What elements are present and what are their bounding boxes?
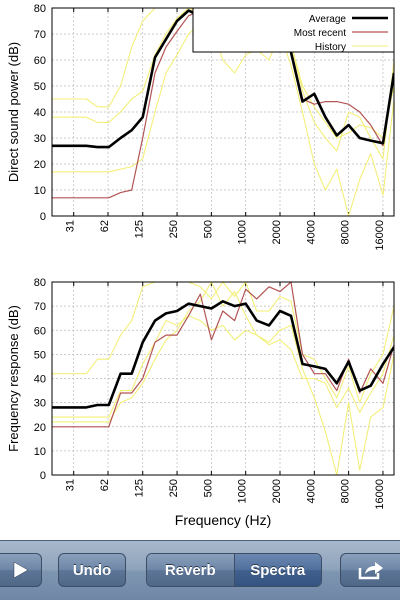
legend: Average Most recent History xyxy=(192,7,395,53)
x-tick-label: 4000 xyxy=(305,479,317,503)
tab-spectra[interactable]: Spectra xyxy=(234,554,321,586)
y-tick-label: 70 xyxy=(34,301,46,313)
series-line-most-recent xyxy=(52,282,394,428)
y-axis-label: Frequency response (dB) xyxy=(6,305,21,452)
series-line-history xyxy=(52,8,394,216)
y-tick-label: 30 xyxy=(34,398,46,410)
legend-label: Average xyxy=(309,14,347,25)
x-tick-label: 2000 xyxy=(271,220,283,244)
x-tick-label: 62 xyxy=(99,479,111,491)
y-tick-label: 80 xyxy=(34,277,46,289)
y-tick-label: 0 xyxy=(40,470,46,482)
y-tick-label: 80 xyxy=(34,3,46,15)
segment-divider xyxy=(233,554,235,586)
plot-frame xyxy=(51,281,395,476)
series-line-history xyxy=(52,282,394,404)
y-tick-label: 60 xyxy=(34,55,46,67)
x-tick-label: 31 xyxy=(65,220,77,232)
x-tick-label: 62 xyxy=(99,220,111,232)
legend-label: Most recent xyxy=(294,28,346,39)
legend-label: History xyxy=(315,42,346,53)
x-axis-label: Frequency (Hz) xyxy=(175,512,271,528)
x-tick-label: 8000 xyxy=(340,220,352,244)
x-tick-label: 4000 xyxy=(305,220,317,244)
play-icon xyxy=(13,561,29,579)
y-tick-label: 10 xyxy=(34,185,46,197)
play-button[interactable] xyxy=(0,553,42,587)
x-tick-label: 8000 xyxy=(340,479,352,503)
x-tick-label: 1000 xyxy=(237,479,249,503)
y-tick-label: 50 xyxy=(34,81,46,93)
x-tick-label: 125 xyxy=(134,479,146,497)
x-tick-label: 16000 xyxy=(374,220,386,251)
x-tick-label: 1000 xyxy=(237,220,249,244)
chart-2: 0 10 20 30 40 50 60 70 80 31 62 125 250 500 1000 2000 40… xyxy=(6,277,395,528)
y-tick-label: 70 xyxy=(34,29,46,41)
y-tick-label: 40 xyxy=(34,107,46,119)
y-tick-label: 20 xyxy=(34,422,46,434)
legend-box xyxy=(192,7,395,53)
share-button[interactable] xyxy=(340,553,400,587)
x-tick-label: 125 xyxy=(134,220,146,238)
y-tick-label: 0 xyxy=(40,211,46,223)
y-tick-label: 40 xyxy=(34,374,46,386)
x-tick-label: 250 xyxy=(168,220,180,238)
series-line-average xyxy=(52,299,394,409)
bottom-toolbar: Undo Reverb Spectra xyxy=(0,540,400,600)
chart-1: 0 10 20 30 40 50 60 70 80 31 62 125 250 500 1000 2000 40… xyxy=(6,3,395,251)
y-tick-label: 50 xyxy=(34,349,46,361)
view-segmented-control: Reverb Spectra xyxy=(146,553,322,587)
x-tick-label: 250 xyxy=(168,479,180,497)
series-group xyxy=(52,282,394,475)
y-tick-label: 60 xyxy=(34,325,46,337)
y-tick-label: 20 xyxy=(34,159,46,171)
x-tick-label: 2000 xyxy=(271,479,283,503)
series-line-history xyxy=(52,282,394,423)
undo-button[interactable]: Undo xyxy=(58,553,126,587)
x-tick-label: 16000 xyxy=(374,479,386,510)
y-axis-label: Direct sound power (dB) xyxy=(6,42,21,182)
x-tick-label: 31 xyxy=(65,479,77,491)
y-tick-label: 30 xyxy=(34,133,46,145)
x-tick-label: 500 xyxy=(202,220,214,238)
y-tick-label: 10 xyxy=(34,446,46,458)
x-tick-label: 500 xyxy=(202,479,214,497)
series-line-history xyxy=(52,315,394,475)
share-icon xyxy=(358,562,383,580)
tab-reverb[interactable]: Reverb xyxy=(147,554,234,586)
